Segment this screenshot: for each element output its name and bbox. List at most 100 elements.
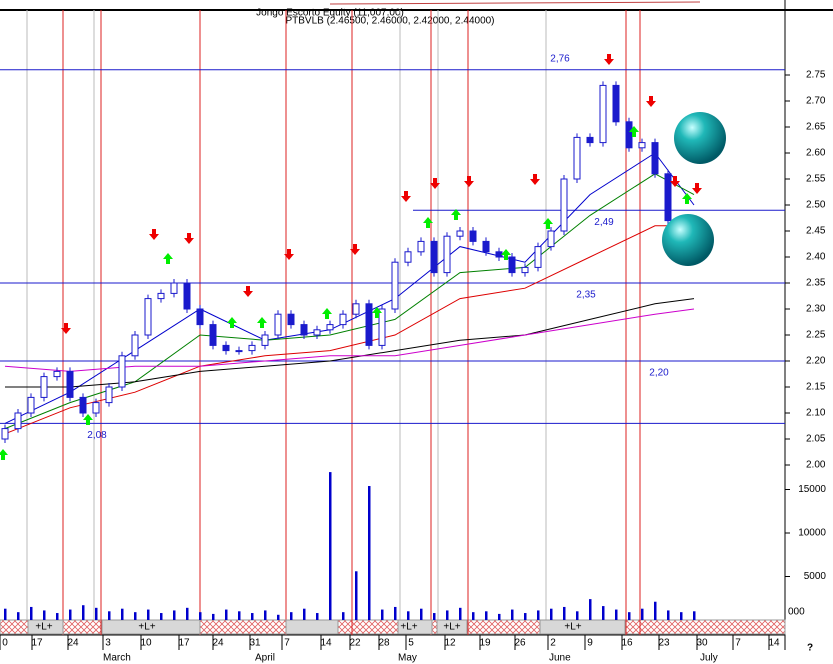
candle-body [1,428,9,440]
x-tick-label: 19 [479,638,491,649]
y-tick-label: 2.65 [806,122,826,133]
y-tick-label: 2.10 [806,408,826,419]
candle-body [66,370,74,398]
sell-arrow [692,183,702,194]
volume-bar [641,608,644,620]
volume-bar [329,472,332,620]
y-tick-label: 2.20 [806,356,826,367]
x-tick-label: 0 [2,638,8,649]
candle-body [612,84,620,123]
candle-body [534,246,542,268]
volume-bar [459,607,462,620]
volume-bar [264,610,267,620]
candle-body [495,251,503,258]
candle-body [235,350,243,353]
volume-bar [433,613,436,620]
y-tick-label: 2.60 [806,148,826,159]
volume-bar [82,605,85,620]
volume-bar [56,613,59,620]
sell-arrow [646,96,656,107]
candle-body [326,324,334,331]
sell-arrow [670,176,680,187]
volume-bar [342,612,345,620]
candle-body [482,240,490,253]
volume-bar [199,612,202,620]
volume-bar [30,606,33,620]
y-tick-label: 2.50 [806,200,826,211]
sell-arrow [464,176,474,187]
month-label: June [549,653,571,664]
marker-ball [674,112,726,164]
volume-bar [368,486,371,620]
level-label: 2,76 [550,53,570,64]
x-tick-label: 9 [587,638,593,649]
volume-bar [160,613,163,620]
y-tick-label: 2.00 [806,460,826,471]
signal-box [436,619,468,635]
buy-arrow [83,414,93,425]
buy-arrow [629,126,639,137]
volume-bar [173,610,176,620]
volume-bar [615,609,618,620]
volume-bar [121,608,124,620]
volume-bar [524,613,527,620]
volume-bar [290,612,293,620]
volume-bar [355,571,358,620]
sell-arrow [350,244,360,255]
sell-arrow [61,323,71,334]
candle-body [664,173,672,222]
x-tick-label: 12 [444,638,456,649]
help-mark[interactable]: ? [807,643,813,654]
y-tick-label: 2.75 [806,70,826,81]
volume-bar [134,612,137,620]
volume-bar [394,606,397,620]
candle-body [222,344,230,352]
candle-body [521,266,529,274]
axis-stub: 000 [788,607,805,618]
volume-bar [4,608,7,620]
candle-body [144,298,152,336]
sell-arrow [604,54,614,65]
volume-bar [667,610,670,620]
candle-body [248,344,256,352]
header-title: Jongo Escorto Equity (11,007.00) [256,8,404,19]
x-tick-label: 24 [67,638,79,649]
volume-bar [407,611,410,620]
x-tick-label: 14 [768,638,780,649]
level-label: 2,49 [594,217,614,228]
candle-body [391,261,399,310]
candle-body [339,313,347,326]
marker-ball [662,214,714,266]
candle-body [430,240,438,274]
candle-body [469,230,477,242]
volume-bar [17,612,20,620]
candle-body [573,136,581,180]
buy-arrow [163,253,173,264]
candle-body [378,308,386,346]
volume-bar [316,613,319,620]
volume-bar [693,611,696,620]
volume-bar [69,609,72,620]
candle-body [547,230,555,248]
candle-body [443,235,451,274]
y-tick-label: 15000 [798,484,826,495]
candle-body [508,256,516,274]
buy-arrow [0,449,8,460]
x-tick-label: 7 [284,638,290,649]
x-tick-label: 22 [349,638,361,649]
month-label: May [398,653,417,664]
signal-label: +L+ [443,622,460,633]
volume-bar [147,609,150,620]
candle-body [638,142,646,149]
y-tick-label: 2.15 [806,382,826,393]
candle-body [651,142,659,175]
buy-arrow [227,317,237,328]
volume-bar [628,612,631,620]
volume-bar [550,608,553,620]
candle-body [456,230,464,237]
candle-body [625,121,633,149]
signal-label: +L+ [35,622,52,633]
month-label: April [255,653,275,664]
volume-bar [238,611,241,620]
